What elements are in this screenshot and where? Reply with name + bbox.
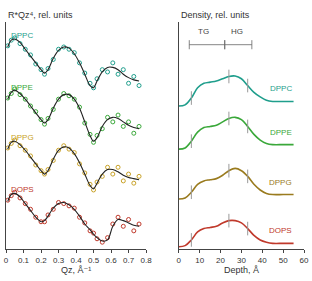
svg-text:DPPC: DPPC: [11, 31, 33, 40]
svg-text:DOPS: DOPS: [11, 185, 34, 194]
svg-text:TG: TG: [198, 27, 209, 36]
svg-text:0.8: 0.8: [140, 256, 152, 265]
svg-text:0.3: 0.3: [53, 256, 65, 265]
svg-text:Qz, Å⁻¹: Qz, Å⁻¹: [61, 265, 91, 275]
svg-text:0.7: 0.7: [123, 256, 135, 265]
svg-text:60: 60: [300, 256, 309, 265]
svg-text:Depth, Å: Depth, Å: [224, 265, 259, 275]
svg-text:R*Qz⁴, rel. units: R*Qz⁴, rel. units: [8, 10, 73, 20]
svg-text:DPPC: DPPC: [270, 84, 292, 93]
svg-text:40: 40: [258, 256, 267, 265]
svg-text:DOPS: DOPS: [269, 226, 292, 235]
svg-text:DPPG: DPPG: [269, 178, 292, 187]
svg-text:DPPG: DPPG: [11, 133, 34, 142]
svg-text:0.6: 0.6: [105, 256, 117, 265]
svg-text:0.1: 0.1: [18, 256, 30, 265]
svg-text:10: 10: [195, 256, 204, 265]
svg-text:50: 50: [279, 256, 288, 265]
svg-text:20: 20: [216, 256, 225, 265]
svg-text:30: 30: [237, 256, 246, 265]
svg-text:0.4: 0.4: [70, 256, 82, 265]
svg-text:0.2: 0.2: [35, 256, 47, 265]
svg-text:0: 0: [4, 256, 9, 265]
svg-text:HG: HG: [231, 27, 243, 36]
svg-text:Density, rel. units: Density, rel. units: [181, 10, 250, 20]
svg-text:DPPE: DPPE: [270, 128, 292, 137]
svg-text:DPPE: DPPE: [11, 83, 33, 92]
svg-text:0.5: 0.5: [88, 256, 100, 265]
svg-text:0: 0: [177, 256, 182, 265]
